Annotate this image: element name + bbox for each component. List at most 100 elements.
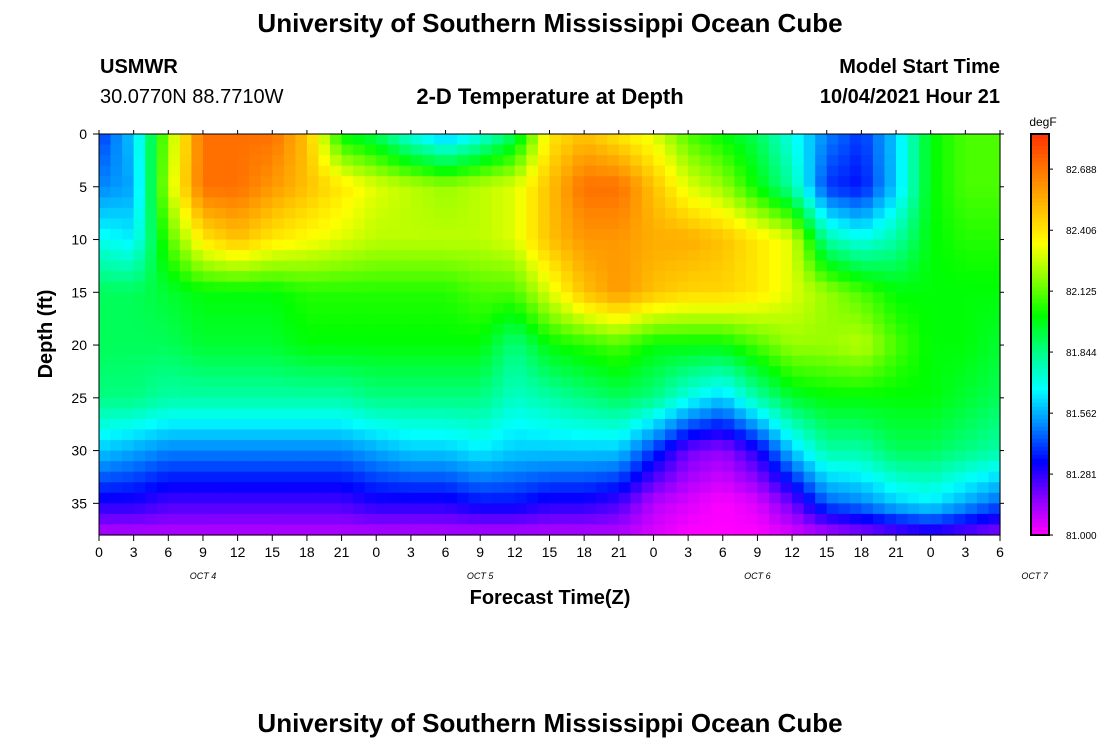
heatmap-cell xyxy=(457,482,470,494)
heatmap-cell xyxy=(699,376,712,388)
heatmap-cell xyxy=(919,155,932,167)
heatmap-cell xyxy=(364,345,377,357)
heatmap-cell xyxy=(99,271,112,283)
heatmap-cell xyxy=(399,144,412,156)
heatmap-cell xyxy=(179,271,193,283)
heatmap-cell xyxy=(122,155,135,167)
heatmap-cell xyxy=(907,186,920,198)
heatmap-cell xyxy=(214,397,227,409)
heatmap-cell xyxy=(133,366,146,378)
heatmap-cell xyxy=(295,513,308,526)
heatmap-cell xyxy=(214,418,227,431)
heatmap-cell xyxy=(665,313,678,325)
heatmap-cell xyxy=(572,503,585,515)
heatmap-cell xyxy=(191,376,204,388)
heatmap-cell xyxy=(976,461,990,473)
heatmap-cell xyxy=(872,134,886,146)
heatmap-cell xyxy=(561,313,574,325)
heatmap-cell xyxy=(607,482,620,494)
heatmap-cell xyxy=(306,461,320,473)
heatmap-cell xyxy=(191,302,204,314)
heatmap-cell xyxy=(838,408,851,420)
heatmap-cell xyxy=(156,176,169,188)
heatmap-cell xyxy=(676,450,689,462)
heatmap-cell xyxy=(156,313,169,325)
heatmap-cell xyxy=(618,524,631,536)
heatmap-cell xyxy=(341,292,354,304)
heatmap-cell xyxy=(202,271,216,283)
heatmap-cell xyxy=(861,503,874,515)
heatmap-cell xyxy=(907,155,920,167)
heatmap-cell xyxy=(526,186,539,198)
heatmap-cell xyxy=(133,292,146,304)
heatmap-cell xyxy=(145,186,158,198)
heatmap-cell xyxy=(445,440,458,452)
heatmap-cell xyxy=(514,292,527,304)
heatmap-cell xyxy=(295,313,308,325)
heatmap-cell xyxy=(653,492,666,504)
heatmap-cell xyxy=(514,461,527,473)
heatmap-cell xyxy=(549,292,562,304)
heatmap-cell xyxy=(537,334,551,346)
heatmap-cell xyxy=(260,186,273,198)
heatmap-cell xyxy=(514,524,527,536)
heatmap-cell xyxy=(722,450,735,462)
heatmap-cell xyxy=(353,482,366,494)
heatmap-cell xyxy=(330,239,343,251)
heatmap-cell xyxy=(491,366,504,378)
heatmap-cell xyxy=(699,366,712,378)
heatmap-cell xyxy=(872,334,886,346)
heatmap-cell xyxy=(168,281,181,293)
heatmap-cell xyxy=(480,260,493,272)
heatmap-cell xyxy=(191,492,204,504)
heatmap-cell xyxy=(503,366,516,378)
heatmap-cell xyxy=(503,302,516,314)
heatmap-cell xyxy=(549,165,562,177)
heatmap-cell xyxy=(168,345,181,357)
heatmap-cell xyxy=(445,281,458,293)
heatmap-cell xyxy=(237,228,250,241)
heatmap-cell xyxy=(283,165,296,177)
heatmap-cell xyxy=(792,207,805,220)
heatmap-cell xyxy=(168,513,181,526)
heatmap-cell xyxy=(780,408,793,420)
heatmap-cell xyxy=(792,271,805,283)
heatmap-cell xyxy=(595,440,608,452)
heatmap-cell xyxy=(295,207,308,220)
heatmap-cell xyxy=(122,397,135,409)
heatmap-cell xyxy=(168,323,181,336)
heatmap-cell xyxy=(537,292,551,304)
heatmap-cell xyxy=(156,302,169,314)
heatmap-cell xyxy=(641,165,655,177)
x-date-label: OCT 4 xyxy=(190,571,217,581)
heatmap-cell xyxy=(595,239,608,251)
heatmap-cell xyxy=(768,323,782,336)
heatmap-cell xyxy=(526,134,539,146)
heatmap-cell xyxy=(422,197,435,209)
heatmap-cell xyxy=(480,355,493,367)
heatmap-cell xyxy=(976,292,990,304)
heatmap-cell xyxy=(168,524,181,536)
heatmap-cell xyxy=(884,176,897,188)
heatmap-cell xyxy=(653,239,666,251)
heatmap-cell xyxy=(699,450,712,462)
heatmap-cell xyxy=(676,355,689,367)
heatmap-cell xyxy=(399,250,412,262)
heatmap-cell xyxy=(410,302,424,314)
heatmap-cell xyxy=(122,313,135,325)
colorbar-swatch xyxy=(1031,254,1049,259)
heatmap-cell xyxy=(376,397,389,409)
heatmap-cell xyxy=(826,165,839,177)
heatmap-cell xyxy=(849,471,862,483)
heatmap-cell xyxy=(745,492,759,504)
heatmap-cell xyxy=(353,155,366,167)
heatmap-cell xyxy=(688,228,701,241)
heatmap-cell xyxy=(572,524,585,536)
heatmap-cell xyxy=(942,408,955,420)
heatmap-cell xyxy=(630,186,643,198)
heatmap-cell xyxy=(665,271,678,283)
heatmap-cell xyxy=(202,302,216,314)
heatmap-cell xyxy=(537,323,551,336)
heatmap-cell xyxy=(665,408,678,420)
heatmap-cell xyxy=(503,260,516,272)
